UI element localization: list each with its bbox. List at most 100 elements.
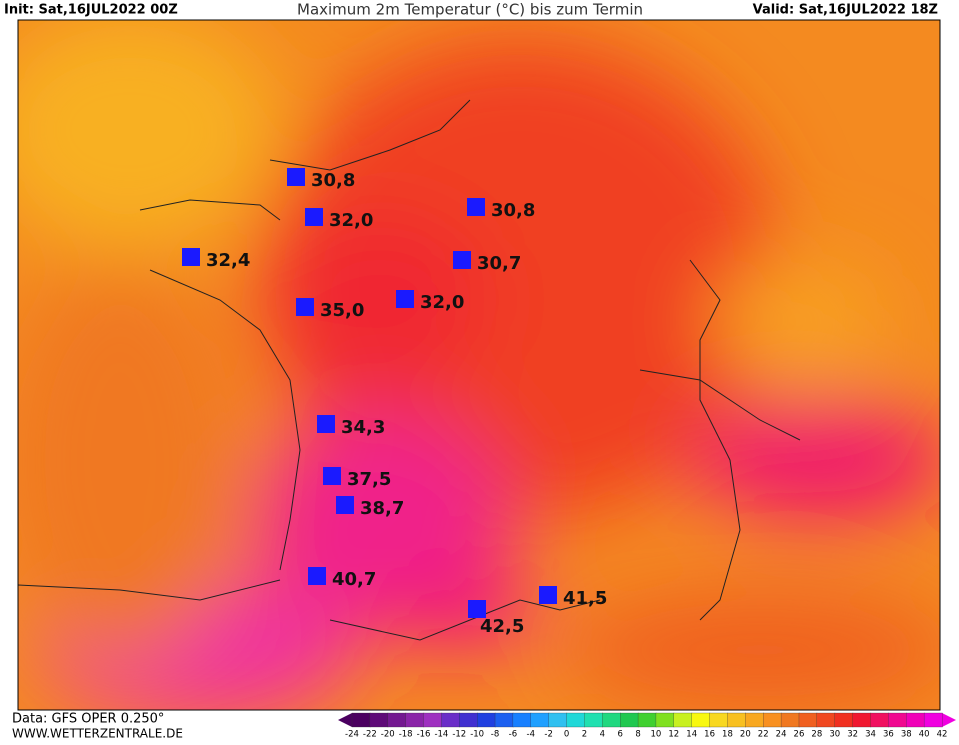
scale-swatch <box>798 712 818 728</box>
scale-swatch <box>584 712 603 728</box>
station-marker <box>468 600 486 618</box>
scale-swatch <box>512 712 532 728</box>
station-marker <box>396 290 414 308</box>
scale-tick-label: -18 <box>399 730 413 740</box>
coastlines <box>18 99 801 641</box>
scale-tick-label: -24 <box>345 730 359 740</box>
station-label: 34,3 <box>341 417 385 438</box>
scale-swatch <box>655 712 675 728</box>
scale-tick-label: 4 <box>600 730 605 740</box>
init-label: Init: Sat,16JUL2022 00Z <box>4 3 178 18</box>
scale-tick-label: -4 <box>527 730 535 740</box>
station-marker <box>308 567 326 585</box>
scale-tick-label: 38 <box>901 730 912 740</box>
scale-tick-label: 6 <box>617 730 622 740</box>
station-label: 42,5 <box>480 616 524 637</box>
scale-swatch <box>530 712 550 728</box>
scale-tick-label: 14 <box>686 730 697 740</box>
scale-swatch <box>405 712 425 728</box>
scale-swatch <box>494 712 514 728</box>
scale-tick-label: 16 <box>704 730 715 740</box>
station-marker <box>305 208 323 226</box>
scale-swatch <box>763 712 782 728</box>
scale-tick-label: 26 <box>794 730 805 740</box>
scale-swatch <box>351 712 371 728</box>
scale-swatch <box>566 712 586 728</box>
scale-tick-label: 2 <box>582 730 587 740</box>
scale-swatch <box>816 712 836 728</box>
map-area <box>18 20 940 710</box>
station-label: 32,0 <box>329 210 373 231</box>
scale-swatch <box>888 712 907 728</box>
scale-tick-label: 34 <box>865 730 876 740</box>
scale-swatch <box>906 712 925 728</box>
station-label: 32,0 <box>420 292 464 313</box>
scale-swatch <box>923 712 943 728</box>
station-label: 41,5 <box>563 588 607 609</box>
station-marker <box>323 467 341 485</box>
station-label: 37,5 <box>347 469 391 490</box>
scale-tick-label: 32 <box>847 730 858 740</box>
scale-swatch <box>745 712 764 728</box>
station-label: 40,7 <box>332 569 376 590</box>
scale-tick-label: 36 <box>883 730 894 740</box>
scale-swatch <box>477 712 496 728</box>
scale-tick-label: -2 <box>544 730 552 740</box>
scale-tick-label: 40 <box>919 730 930 740</box>
scale-swatch <box>834 712 854 728</box>
station-marker <box>539 586 557 604</box>
station-marker <box>296 298 314 316</box>
scale-tick-label: -12 <box>452 730 466 740</box>
scale-arrow-high <box>942 713 956 727</box>
station-label: 38,7 <box>360 498 404 519</box>
scale-tick-label: 42 <box>937 730 948 740</box>
station-marker <box>182 248 200 266</box>
map-title: Maximum 2m Temperatur (°C) bis zum Termi… <box>297 1 643 19</box>
station-marker <box>453 251 471 269</box>
scale-tick-label: 0 <box>564 730 569 740</box>
station-label: 30,8 <box>491 200 535 221</box>
scale-tick-label: -10 <box>470 730 484 740</box>
valid-label: Valid: Sat,16JUL2022 18Z <box>753 3 938 18</box>
scale-swatch <box>548 712 568 728</box>
scale-tick-label: 8 <box>635 730 640 740</box>
scale-tick-label: 28 <box>811 730 822 740</box>
station-marker <box>467 198 485 216</box>
scale-arrow-low <box>338 713 352 727</box>
scale-tick-label: -8 <box>491 730 499 740</box>
station-label: 35,0 <box>320 300 364 321</box>
color-scale: -24 -22 -20 -18 -16 -14 -12 -10 -8 -6 -4 -2 0 2 4 6 8 10 1… <box>338 712 956 740</box>
scale-tick-label: -22 <box>363 730 377 740</box>
scale-swatch <box>691 712 711 728</box>
scale-swatch <box>852 712 872 728</box>
scale-tick-label: 22 <box>758 730 769 740</box>
scale-tick-label: -16 <box>417 730 431 740</box>
scale-swatch <box>387 712 407 728</box>
scale-tick-label: 12 <box>668 730 679 740</box>
stations: 30,8 32,0 32,4 30,8 30,7 32,0 35,0 34,3 37,5 38,7… <box>182 168 607 637</box>
station-marker <box>287 168 305 186</box>
scale-tick-label: 20 <box>740 730 751 740</box>
station-label: 30,8 <box>311 170 355 191</box>
scale-swatch <box>637 712 657 728</box>
scale-swatch <box>870 712 890 728</box>
scale-tick-label: -6 <box>509 730 517 740</box>
site-name: WWW.WETTERZENTRALE.DE <box>12 727 183 741</box>
scale-tick-label: -14 <box>434 730 448 740</box>
scale-tick-label: 10 <box>651 730 662 740</box>
station-marker <box>317 415 335 433</box>
scale-swatch <box>369 712 389 728</box>
scale-tick-label: 24 <box>776 730 787 740</box>
scale-swatch <box>727 712 746 728</box>
scale-swatch <box>673 712 693 728</box>
scale-tick-label: 30 <box>829 730 840 740</box>
scale-swatch <box>423 712 443 728</box>
scale-swatch <box>620 712 639 728</box>
map-frame <box>17 19 941 711</box>
station-marker <box>336 496 354 514</box>
station-label: 32,4 <box>206 250 250 271</box>
scale-swatch <box>602 712 621 728</box>
data-source: Data: GFS OPER 0.250° <box>12 712 164 727</box>
scale-swatch <box>780 712 800 728</box>
